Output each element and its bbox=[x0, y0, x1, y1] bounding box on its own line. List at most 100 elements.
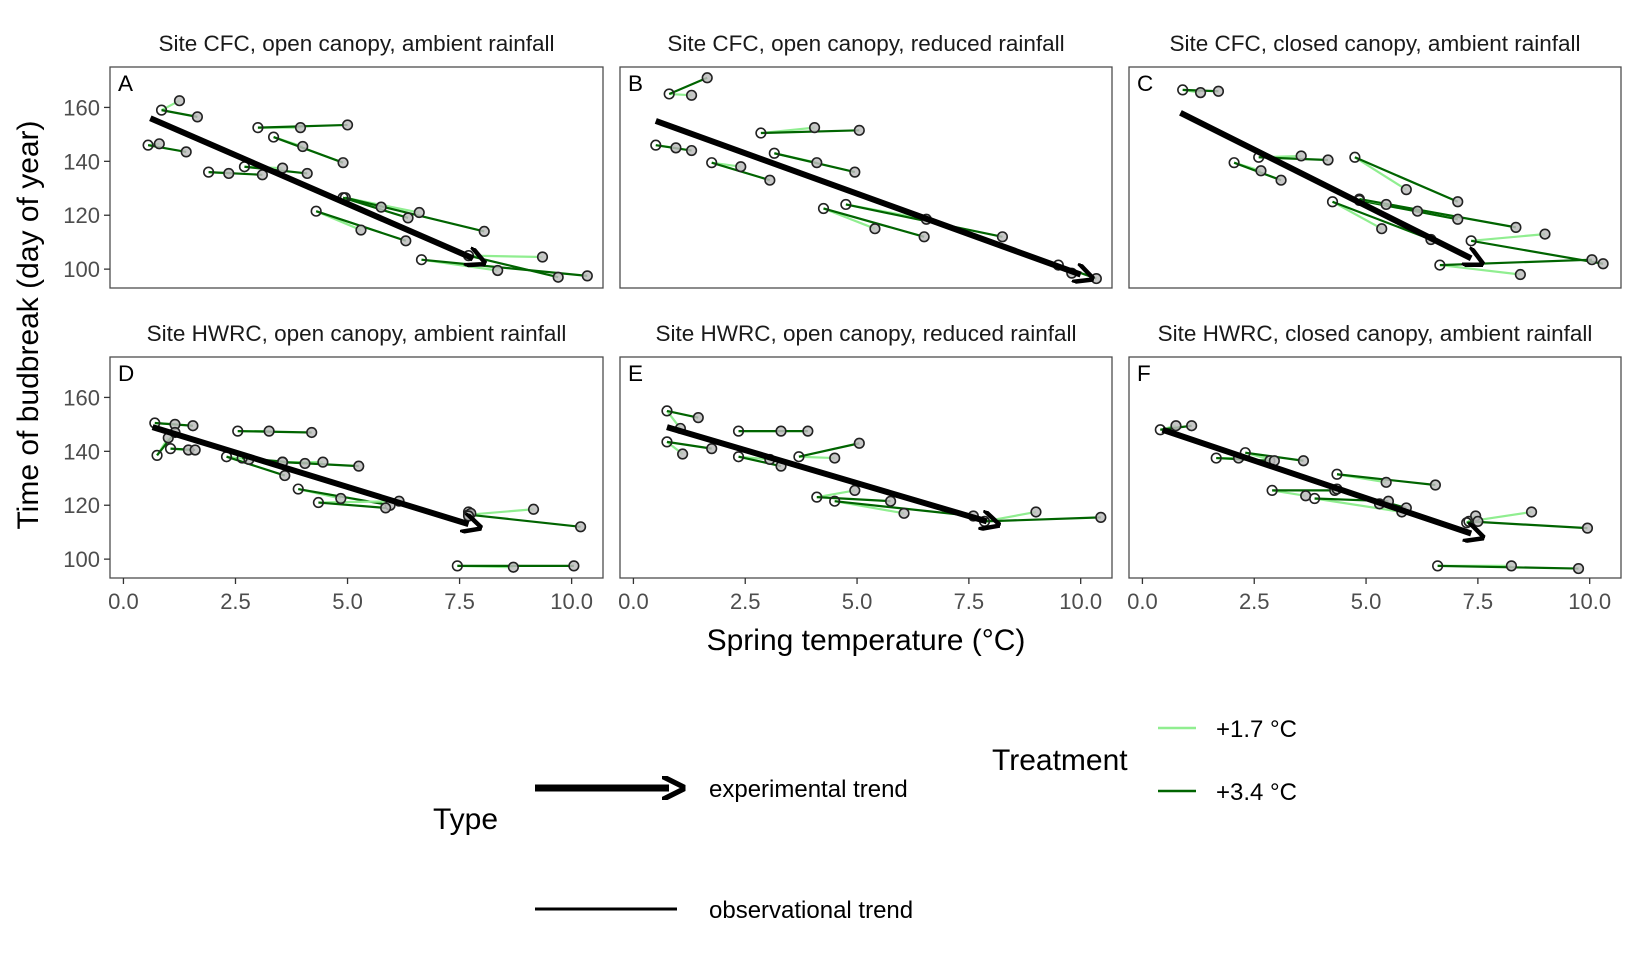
data-point-dark bbox=[1186, 420, 1198, 432]
data-point-light bbox=[173, 95, 186, 107]
panel-letter: B bbox=[628, 71, 643, 96]
segment-dark bbox=[1359, 199, 1458, 221]
data-point-base bbox=[829, 495, 841, 507]
data-point-dark bbox=[380, 502, 392, 514]
panel-e: Site HWRC, open canopy, reduced rainfall… bbox=[618, 321, 1113, 614]
data-point-dark bbox=[1429, 479, 1441, 491]
data-point-dark bbox=[1297, 455, 1310, 467]
data-point-base bbox=[732, 451, 745, 463]
data-point-base bbox=[1432, 560, 1444, 572]
panel-c: Site CFC, closed canopy, ambient rainfal… bbox=[1128, 31, 1622, 289]
x-tick-label: 7.5 bbox=[1463, 589, 1494, 614]
segment-dark bbox=[226, 455, 286, 477]
data-point-light bbox=[1505, 560, 1518, 572]
data-point-light bbox=[677, 448, 689, 460]
data-point-light bbox=[811, 157, 823, 169]
data-point-light bbox=[849, 484, 861, 497]
data-point-light bbox=[297, 140, 309, 153]
data-point-base bbox=[1349, 151, 1361, 163]
panel-f: Site HWRC, closed canopy, ambient rainfa… bbox=[1127, 321, 1622, 614]
x-tick-label: 5.0 bbox=[842, 589, 873, 614]
panel-letter: E bbox=[628, 361, 643, 386]
data-point-light bbox=[1300, 490, 1312, 502]
x-tick-label: 7.5 bbox=[444, 589, 475, 614]
data-point-dark bbox=[1275, 174, 1287, 186]
data-point-dark bbox=[853, 124, 865, 136]
segment-dark bbox=[823, 207, 925, 238]
data-point-base bbox=[755, 127, 767, 139]
data-point-base bbox=[267, 131, 280, 143]
x-tick-label: 5.0 bbox=[332, 589, 363, 614]
data-point-base bbox=[661, 405, 673, 417]
data-point-dark bbox=[402, 212, 414, 224]
data-point-light bbox=[1525, 506, 1538, 518]
experimental-trend-arrow bbox=[1161, 426, 1472, 534]
data-point-dark bbox=[1586, 254, 1598, 266]
panel-title: Site CFC, open canopy, reduced rainfall bbox=[667, 31, 1064, 56]
data-point-light bbox=[1295, 150, 1307, 162]
panel-title: Site HWRC, open canopy, reduced rainfall bbox=[655, 321, 1076, 346]
data-point-base bbox=[142, 139, 154, 151]
x-tick-label: 2.5 bbox=[730, 589, 761, 614]
x-tick-label: 10.0 bbox=[1059, 589, 1102, 614]
data-point-dark bbox=[478, 225, 490, 238]
data-point-base bbox=[840, 198, 852, 211]
data-point-light bbox=[527, 503, 540, 515]
data-point-base bbox=[1177, 84, 1189, 96]
data-point-dark bbox=[180, 146, 192, 158]
data-point-light bbox=[1514, 268, 1526, 281]
panel-title: Site HWRC, open canopy, ambient rainfall bbox=[147, 321, 567, 346]
data-point-base bbox=[1228, 157, 1240, 169]
data-point-base bbox=[232, 425, 244, 437]
data-point-dark bbox=[1510, 221, 1522, 233]
data-point-base bbox=[1331, 468, 1343, 480]
segment-light bbox=[1471, 233, 1546, 242]
data-point-base bbox=[793, 451, 805, 463]
data-point-dark bbox=[189, 444, 201, 456]
panel-d: Site HWRC, open canopy, ambient rainfall… bbox=[63, 321, 604, 614]
data-point-dark bbox=[581, 270, 593, 282]
data-point-light bbox=[1030, 506, 1042, 518]
data-point-base bbox=[811, 491, 823, 503]
segment-dark bbox=[273, 136, 344, 164]
segment-dark bbox=[798, 442, 860, 458]
panel-letter: D bbox=[118, 361, 134, 386]
segment-dark bbox=[161, 109, 198, 118]
segment-dark bbox=[984, 516, 1101, 523]
panel-border bbox=[109, 66, 604, 289]
data-point-base bbox=[661, 436, 673, 448]
data-point-base bbox=[1266, 484, 1278, 497]
segment-light bbox=[1354, 156, 1407, 191]
segment-light bbox=[468, 254, 543, 259]
data-point-base bbox=[292, 483, 304, 495]
data-point-base bbox=[1326, 196, 1339, 208]
data-point-light bbox=[223, 167, 235, 180]
panel-title: Site CFC, closed canopy, ambient rainfal… bbox=[1169, 31, 1580, 56]
segment-dark bbox=[668, 76, 708, 95]
x-axis-label: Spring temperature (°C) bbox=[707, 624, 1026, 657]
data-point-light bbox=[335, 492, 347, 505]
data-point-dark bbox=[849, 166, 861, 178]
type-legend-title: Type bbox=[433, 803, 498, 836]
panel-border bbox=[619, 356, 1113, 579]
y-tick-label: 100 bbox=[63, 547, 100, 572]
data-point-dark bbox=[802, 425, 814, 437]
x-tick-label: 10.0 bbox=[550, 589, 593, 614]
experimental-trend-arrow bbox=[654, 118, 1081, 275]
x-tick-label: 0.0 bbox=[618, 589, 649, 614]
data-point-dark bbox=[918, 231, 930, 243]
data-point-dark bbox=[574, 521, 587, 533]
data-point-dark bbox=[764, 174, 776, 186]
data-point-dark bbox=[1095, 511, 1107, 523]
data-point-light bbox=[1411, 205, 1424, 217]
data-point-base bbox=[155, 104, 168, 116]
y-tick-label: 100 bbox=[63, 257, 100, 282]
segment-dark bbox=[1470, 239, 1604, 265]
data-point-dark bbox=[568, 560, 580, 572]
data-point-light bbox=[263, 425, 275, 437]
segment-dark bbox=[816, 496, 891, 503]
data-point-light bbox=[670, 142, 682, 154]
data-point-base bbox=[732, 425, 745, 437]
data-point-base bbox=[1210, 452, 1222, 464]
